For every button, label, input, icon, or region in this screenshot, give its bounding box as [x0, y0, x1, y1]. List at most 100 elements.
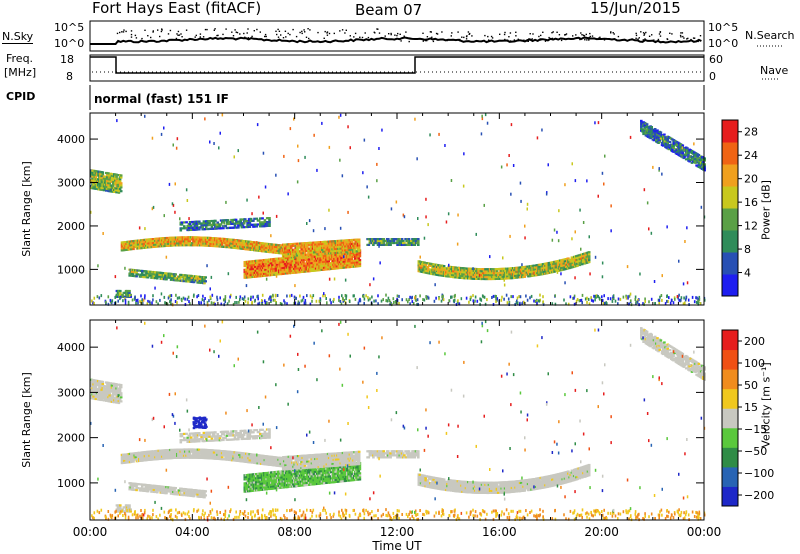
power-cell	[168, 276, 172, 279]
power-cell	[105, 177, 108, 180]
power-cell	[315, 299, 318, 303]
power-cell	[684, 240, 686, 243]
power-cell	[661, 134, 665, 137]
power-cell	[134, 296, 136, 300]
power-cell	[526, 207, 528, 211]
power-cell	[283, 154, 285, 158]
power-cell	[484, 272, 487, 275]
noise-point	[276, 33, 278, 36]
power-cell	[108, 180, 111, 183]
noise-point	[686, 38, 688, 40]
noise-point	[610, 31, 612, 33]
power-cell	[124, 301, 127, 305]
power-cell	[404, 238, 407, 241]
noise-point	[295, 35, 298, 38]
power-cell	[495, 270, 499, 273]
power-cell	[199, 226, 202, 229]
power-cell	[314, 253, 317, 256]
noise-point	[429, 31, 432, 33]
power-cell	[408, 298, 410, 302]
power-cell	[488, 276, 492, 279]
power-cell	[416, 298, 419, 302]
power-cell	[676, 295, 679, 298]
power-cell	[114, 189, 117, 192]
power-cell	[547, 267, 551, 270]
power-cell	[377, 302, 379, 306]
power-cell	[234, 301, 236, 304]
power-cell	[128, 274, 131, 277]
power-cell	[297, 302, 299, 306]
velocity-cell	[98, 392, 101, 395]
noise-point	[289, 33, 291, 36]
power-cell	[374, 238, 377, 241]
power-cell	[390, 207, 393, 211]
power-cell	[432, 265, 435, 268]
power-cell	[114, 275, 117, 279]
power-cell	[135, 271, 138, 274]
power-cell	[218, 225, 222, 228]
power-cell	[140, 294, 142, 298]
power-cell	[468, 300, 470, 304]
power-cell	[658, 298, 661, 302]
power-cell	[275, 243, 278, 246]
power-cell	[259, 259, 263, 262]
power-cell	[554, 294, 556, 298]
velocity-cell	[94, 385, 98, 388]
power-cell	[264, 224, 268, 228]
power-cell	[663, 133, 666, 136]
power-cell	[448, 263, 450, 267]
power-cell	[694, 155, 697, 159]
noise-point	[150, 36, 152, 39]
power-cell	[556, 230, 558, 234]
power-cell	[582, 221, 585, 224]
power-cell	[123, 295, 127, 298]
power-cell	[601, 261, 604, 265]
power-cell	[363, 301, 365, 305]
power-cell	[691, 295, 694, 299]
power-cell	[272, 293, 274, 297]
power-cell	[646, 201, 649, 205]
power-cell	[434, 267, 438, 270]
power-cell	[491, 296, 493, 299]
power-cell	[212, 221, 216, 224]
noise-point	[256, 28, 258, 31]
power-cell	[232, 302, 235, 306]
power-cell	[100, 188, 103, 191]
power-cell	[261, 293, 264, 297]
power-cell	[685, 296, 687, 300]
power-cell	[209, 242, 212, 245]
power-cell	[328, 262, 332, 265]
power-cell	[491, 277, 494, 281]
power-cell	[506, 275, 509, 278]
power-cell	[224, 297, 227, 301]
power-cell	[156, 275, 159, 278]
noise-point	[206, 28, 208, 31]
power-cell	[186, 225, 189, 228]
power-cell	[92, 183, 95, 186]
noise-point	[399, 33, 401, 35]
power-cell	[208, 222, 211, 225]
power-cell	[588, 235, 590, 239]
noise-point	[278, 30, 281, 32]
power-cell	[103, 175, 107, 178]
power-cell	[180, 275, 183, 278]
power-cell	[452, 299, 455, 303]
power-cell	[200, 222, 203, 225]
power-cell	[228, 240, 232, 243]
power-cell	[220, 243, 224, 246]
power-cell	[303, 301, 306, 305]
power-cell	[412, 302, 415, 305]
power-cell	[301, 298, 304, 302]
power-cell	[107, 302, 110, 306]
power-cell	[172, 203, 175, 207]
power-cell	[583, 254, 586, 257]
power-cell	[223, 298, 225, 302]
power-cell	[416, 302, 418, 306]
power-cell	[407, 238, 411, 241]
power-cell	[211, 293, 214, 297]
power-cell	[179, 240, 182, 243]
power-cell	[369, 283, 371, 287]
power-cell	[686, 147, 689, 150]
power-cell	[196, 238, 200, 241]
power-cell	[526, 298, 529, 302]
